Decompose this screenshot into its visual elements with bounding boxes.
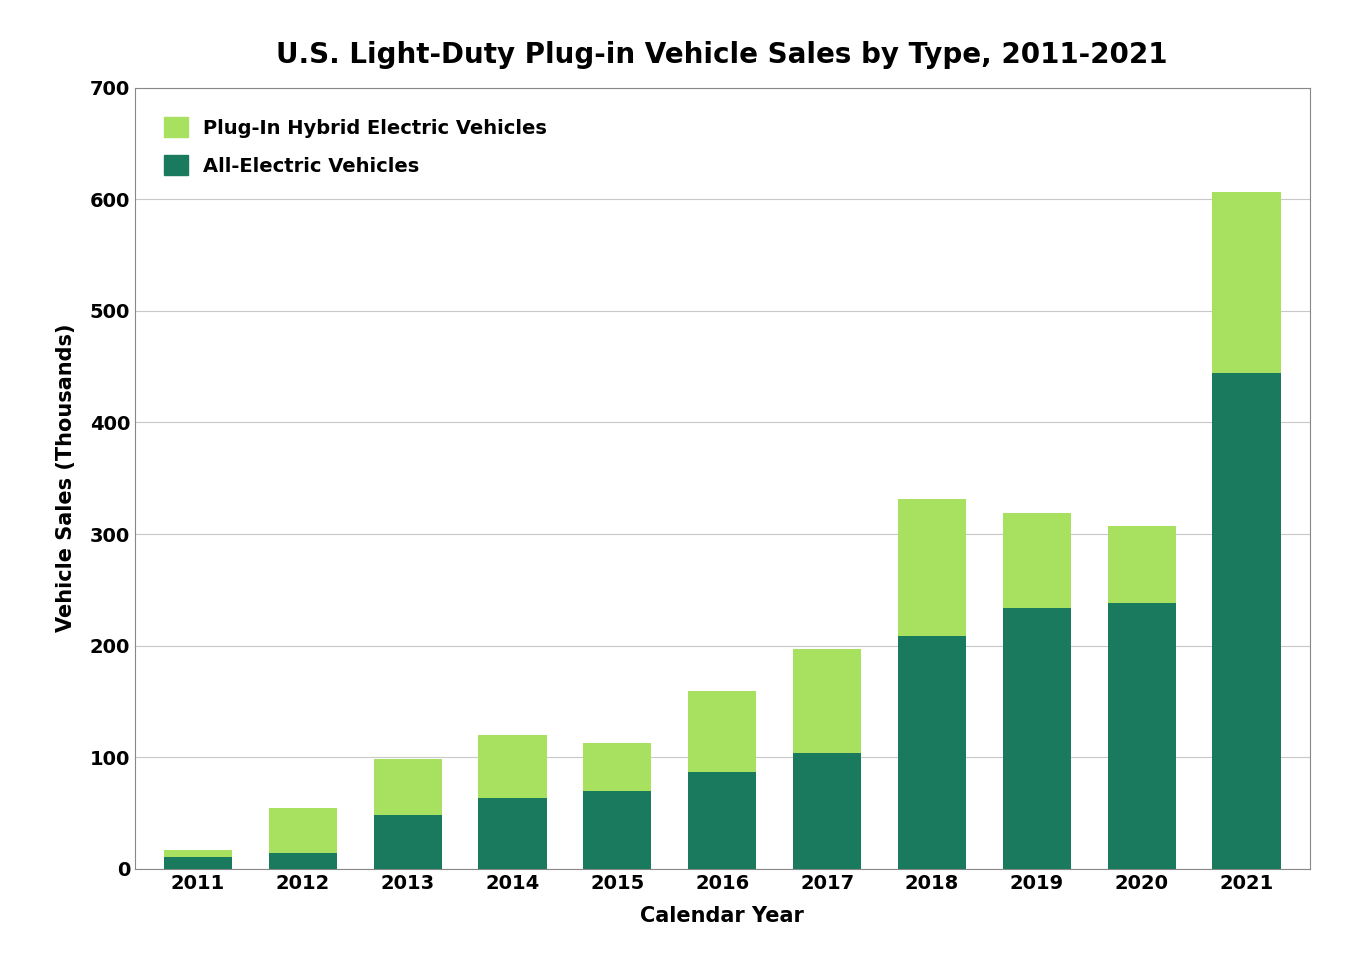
Bar (163, 850, 232, 858)
Bar (1003, 608, 1071, 869)
Title: U.S. Light-Duty Plug-in Vehicle Sales by Type, 2011-2021: U.S. Light-Duty Plug-in Vehicle Sales by… (277, 41, 1168, 69)
Bar (898, 500, 967, 635)
Bar (898, 635, 967, 869)
Bar (792, 752, 861, 869)
Y-axis label: Vehicle Sales (Thousands): Vehicle Sales (Thousands) (55, 324, 76, 632)
Bar (1212, 374, 1281, 869)
Bar (1003, 512, 1071, 608)
Bar (163, 858, 232, 869)
Bar (688, 772, 756, 869)
Bar (792, 649, 861, 752)
Bar (1107, 526, 1176, 603)
Bar (478, 798, 547, 869)
Bar (688, 691, 756, 772)
Bar (374, 815, 441, 869)
Bar (269, 808, 338, 853)
Bar (269, 853, 338, 869)
Bar (374, 759, 441, 815)
Bar (1212, 191, 1281, 374)
Legend: Plug-In Hybrid Electric Vehicles, All-Electric Vehicles: Plug-In Hybrid Electric Vehicles, All-El… (144, 98, 567, 195)
Bar (583, 743, 652, 791)
X-axis label: Calendar Year: Calendar Year (640, 907, 805, 926)
Bar (583, 791, 652, 869)
Bar (1107, 603, 1176, 869)
Bar (478, 735, 547, 798)
